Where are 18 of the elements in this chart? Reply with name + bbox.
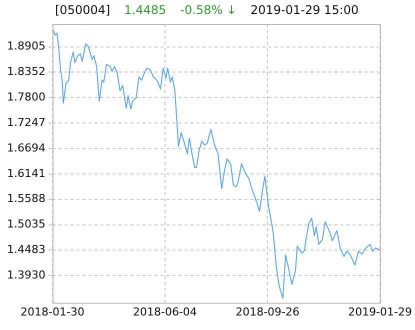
y-tick-label: 1.5035 [6, 218, 46, 231]
y-tick-label: 1.4483 [6, 243, 46, 256]
x-tick-label: 2018-01-30 [20, 305, 84, 318]
x-tick-label: 2019-01-29 [348, 305, 412, 318]
x-tick-label: 2018-09-26 [236, 305, 300, 318]
y-tick-label: 1.8352 [6, 65, 46, 78]
text: 2019-01-29 15:00 [250, 3, 359, 17]
x-tick-label: 2018-06-04 [133, 305, 197, 318]
y-tick-label: 1.7800 [6, 90, 46, 104]
y-tick-label: 1.6694 [6, 141, 46, 154]
text: [050004] [55, 3, 110, 17]
y-tick-label: 1.7247 [6, 116, 46, 129]
text: -0.58% ↓ [180, 3, 236, 17]
text: 1.4485 [124, 3, 166, 17]
y-tick-label: 1.5588 [6, 192, 46, 206]
y-tick-label: 1.8905 [6, 40, 46, 53]
y-tick-label: 1.6141 [6, 166, 46, 180]
y-tick-label: 1.3930 [6, 268, 46, 282]
